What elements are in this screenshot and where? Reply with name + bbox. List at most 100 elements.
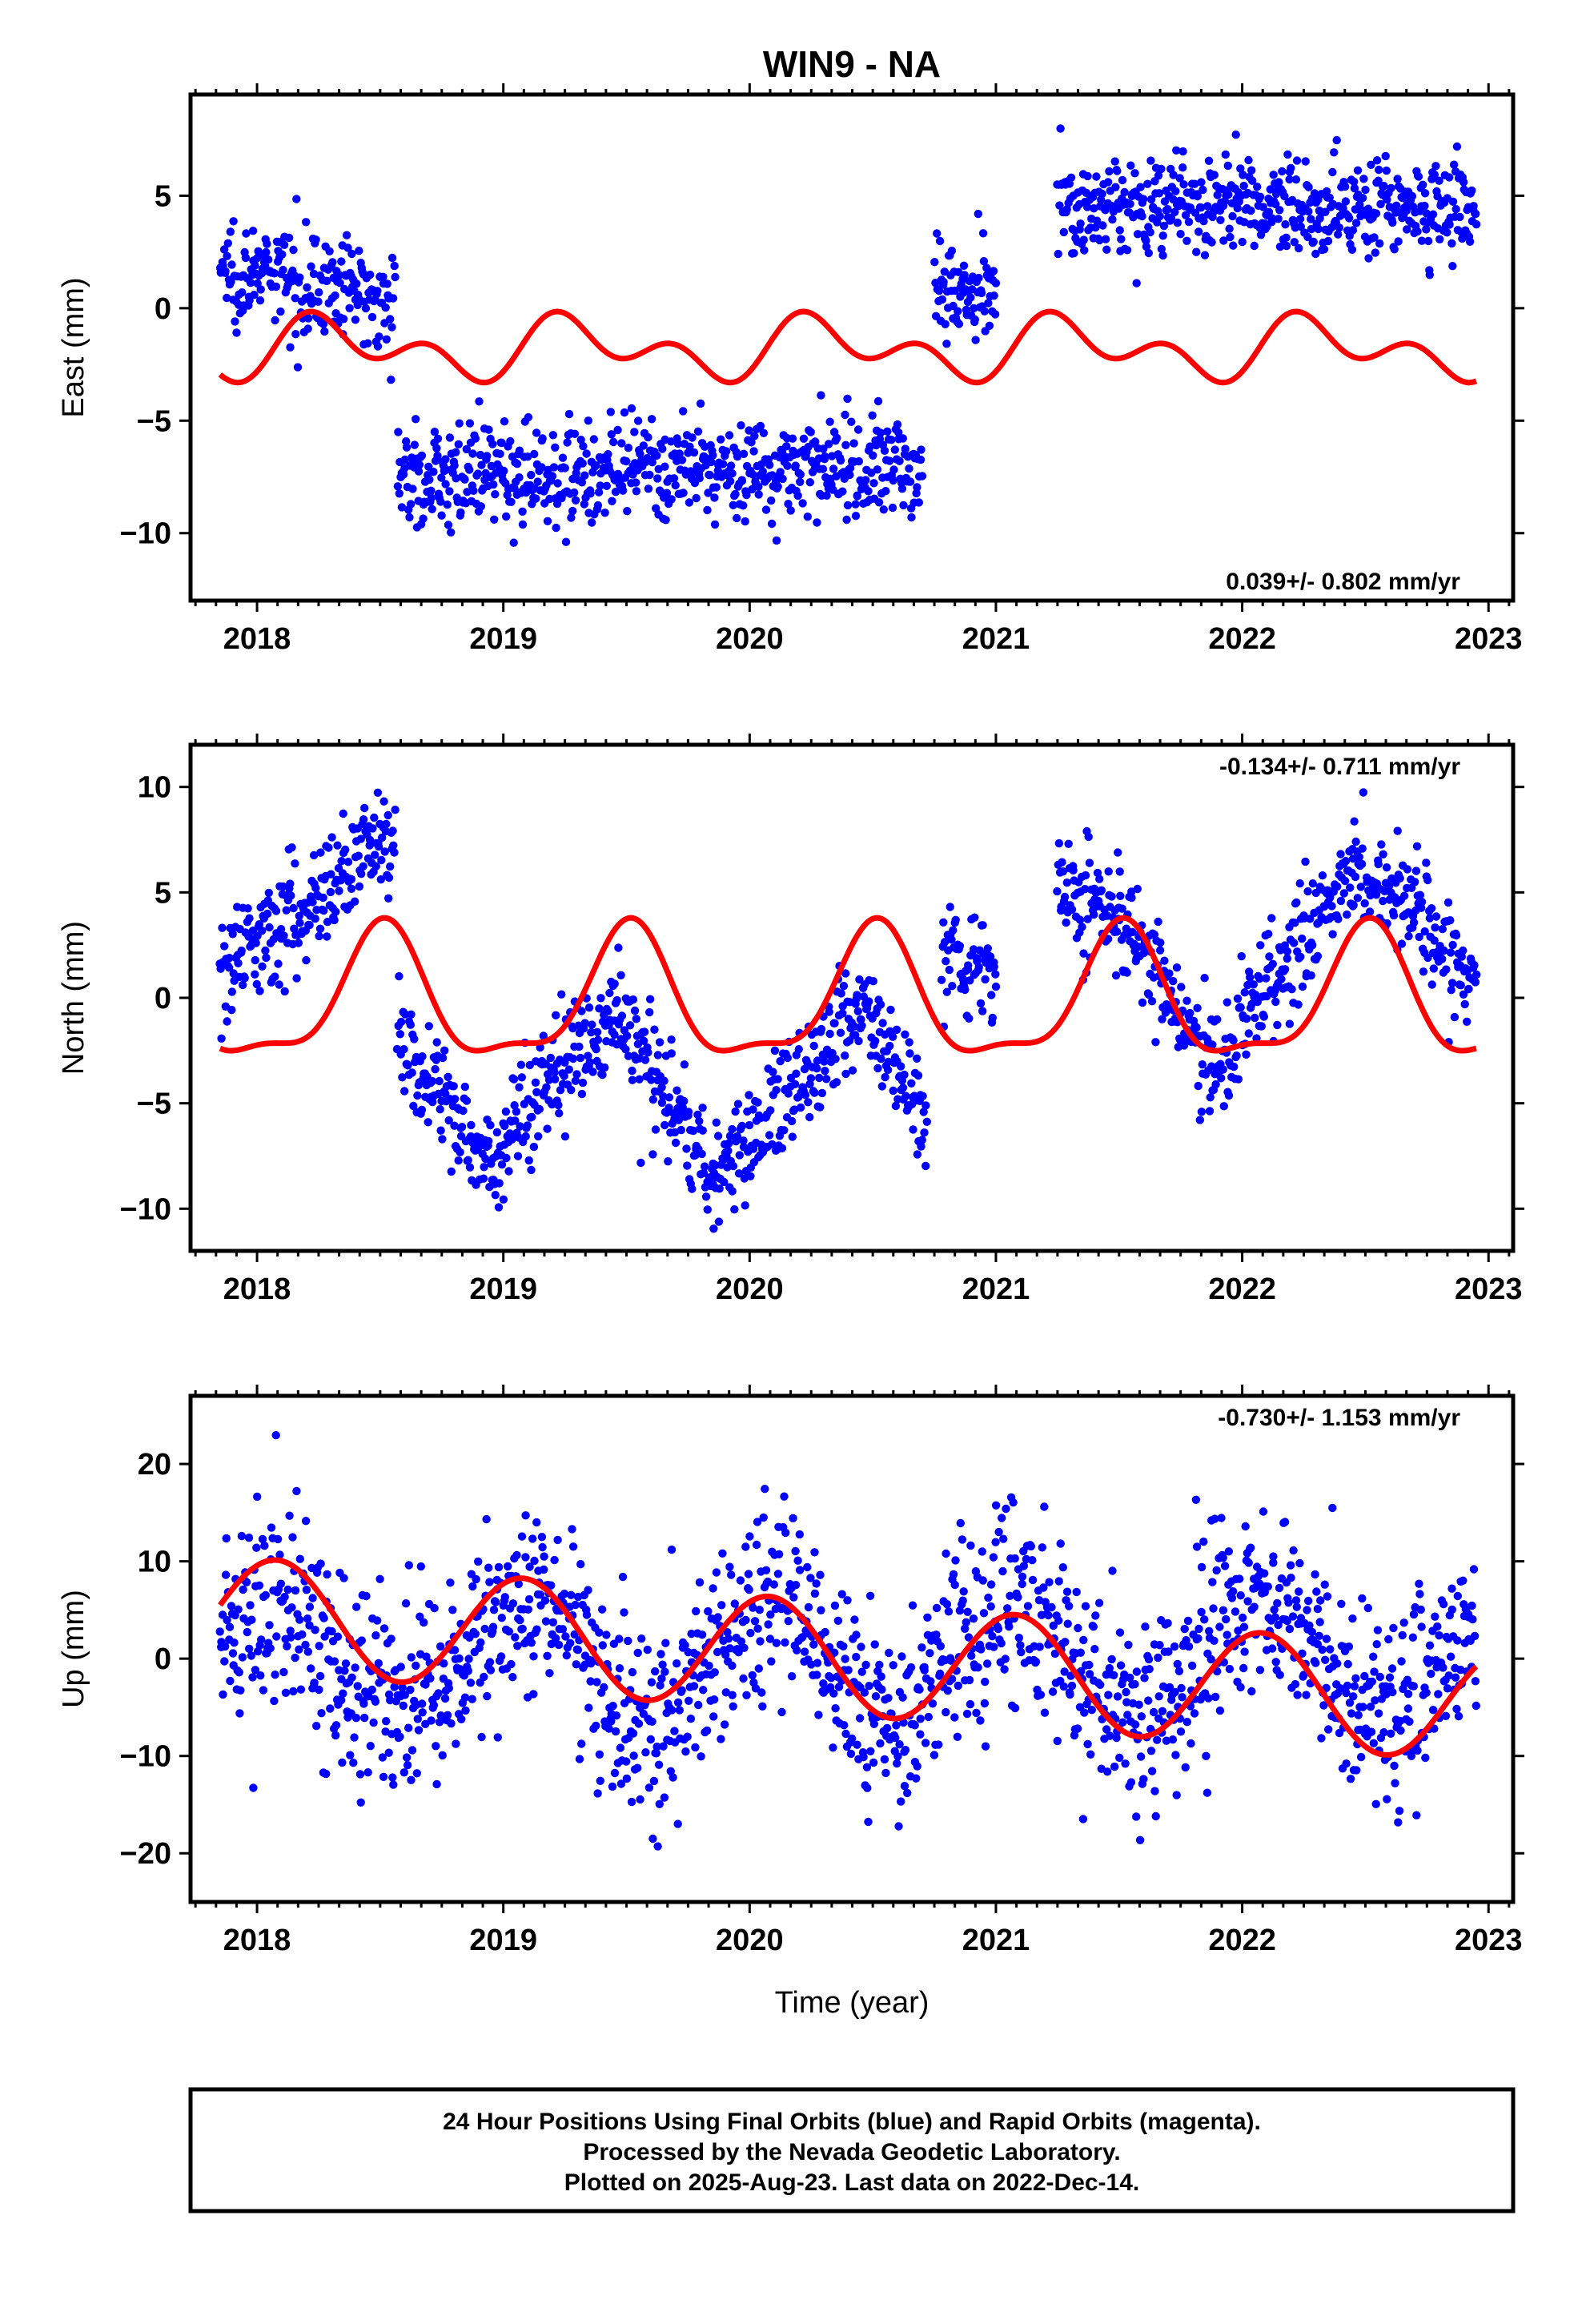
data-point	[347, 875, 356, 884]
data-point	[796, 1103, 805, 1112]
data-point	[636, 1795, 644, 1804]
data-point	[258, 1534, 267, 1544]
data-point	[1219, 1065, 1227, 1074]
data-point	[588, 1020, 596, 1029]
east-data-points	[215, 124, 1481, 547]
data-point	[974, 273, 983, 283]
data-point	[243, 1627, 251, 1637]
data-point	[242, 1578, 251, 1587]
data-point	[1010, 1703, 1020, 1713]
data-point	[1128, 927, 1137, 937]
data-point	[450, 1646, 460, 1655]
data-point	[1358, 844, 1367, 853]
data-point	[1301, 857, 1310, 866]
data-point	[231, 317, 239, 326]
data-point	[1395, 1807, 1404, 1815]
data-point	[311, 883, 320, 893]
data-point	[436, 497, 445, 506]
data-point	[841, 440, 850, 449]
data-point	[304, 314, 313, 323]
data-point	[889, 476, 898, 485]
y-tick-label: −5	[137, 404, 171, 438]
data-point	[978, 921, 987, 930]
data-point	[917, 445, 925, 454]
data-point	[356, 1798, 365, 1807]
data-point	[454, 1156, 463, 1165]
data-point	[331, 907, 340, 916]
data-point	[396, 1017, 406, 1027]
data-point	[740, 1643, 749, 1652]
data-point	[1157, 244, 1166, 254]
data-point	[446, 1578, 455, 1587]
data-point	[516, 1616, 524, 1625]
data-point	[1414, 172, 1423, 181]
data-point	[749, 447, 758, 456]
data-point	[301, 1517, 311, 1526]
data-point	[669, 1773, 677, 1782]
x-tick-label: 2019	[469, 1273, 537, 1306]
data-point	[1459, 1576, 1468, 1586]
data-point	[501, 1107, 511, 1116]
data-point	[1081, 1602, 1090, 1610]
data-point	[283, 1585, 292, 1594]
data-point	[356, 834, 365, 843]
data-point	[399, 470, 408, 479]
data-point	[1244, 155, 1253, 165]
data-point	[921, 1161, 930, 1171]
data-point	[1321, 1655, 1330, 1664]
data-point	[675, 1706, 684, 1715]
data-point	[1412, 1811, 1421, 1819]
data-point	[438, 1751, 447, 1760]
data-point	[434, 1689, 443, 1698]
data-point	[612, 995, 621, 1005]
data-point	[302, 955, 311, 965]
data-point	[482, 1514, 491, 1524]
data-point	[731, 489, 740, 499]
data-point	[857, 1021, 866, 1031]
data-point	[578, 1078, 588, 1088]
data-point	[942, 1707, 950, 1717]
data-point	[471, 434, 480, 443]
data-point	[653, 474, 662, 483]
data-point	[739, 1136, 748, 1145]
data-point	[668, 1706, 677, 1715]
data-point	[506, 436, 515, 446]
data-point	[891, 1733, 900, 1743]
data-point	[726, 461, 736, 470]
data-point	[298, 1630, 307, 1639]
data-point	[1472, 970, 1481, 979]
data-point	[954, 307, 962, 316]
data-point	[339, 1689, 347, 1698]
data-point	[1367, 160, 1375, 169]
data-point	[1447, 1584, 1456, 1593]
data-point	[645, 995, 655, 1003]
data-point	[917, 472, 927, 480]
data-point	[1213, 1015, 1222, 1024]
data-point	[1415, 1590, 1424, 1598]
data-point	[629, 1751, 638, 1760]
data-point	[472, 1574, 480, 1584]
data-point	[819, 1679, 828, 1688]
data-point	[944, 1607, 954, 1616]
data-point	[532, 494, 540, 503]
data-point	[271, 972, 279, 981]
data-point	[628, 995, 638, 1004]
data-point	[796, 477, 805, 486]
data-point	[475, 397, 484, 406]
data-point	[1228, 1587, 1238, 1596]
data-point	[418, 1708, 427, 1717]
data-point	[335, 887, 343, 895]
x-tick-label: 2021	[962, 622, 1030, 656]
data-point	[1244, 1029, 1254, 1038]
data-point	[537, 1533, 547, 1542]
y-tick-label: −10	[120, 517, 171, 551]
data-point	[745, 1091, 753, 1100]
data-point	[610, 1030, 619, 1039]
data-point	[981, 1742, 990, 1751]
data-point	[507, 497, 516, 506]
data-point	[1354, 1711, 1363, 1719]
data-point	[1292, 156, 1302, 165]
data-point	[1244, 1558, 1253, 1567]
data-point	[342, 231, 351, 239]
data-point	[1415, 932, 1423, 942]
